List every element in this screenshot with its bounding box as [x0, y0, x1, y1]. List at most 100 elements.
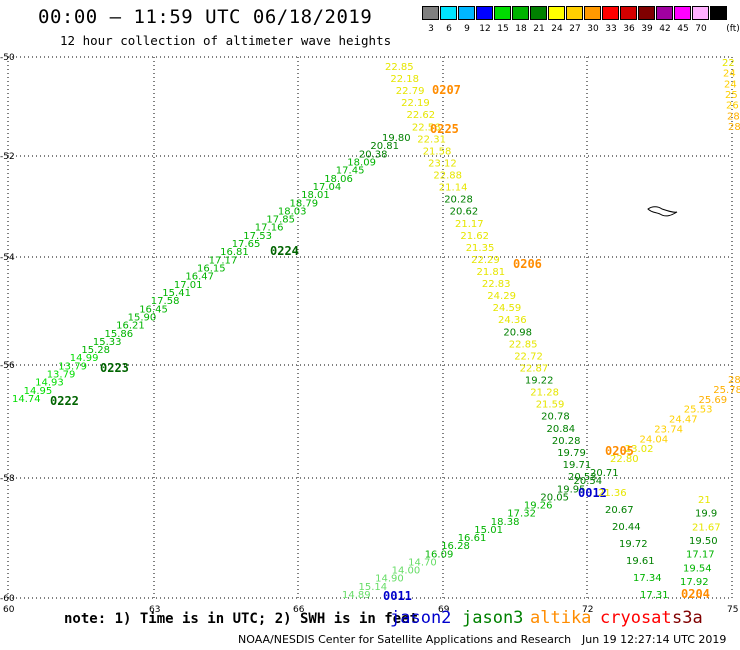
wave-height-value: 17.53	[243, 231, 272, 242]
wave-height-value: 14.89	[342, 590, 371, 601]
lon-label: 66	[293, 605, 305, 615]
scale-swatch	[692, 6, 709, 20]
wave-height-value: 22.79	[396, 86, 425, 97]
wave-height-value: 14.70	[408, 558, 437, 569]
wave-height-value: 28	[727, 111, 740, 122]
scale-swatch	[422, 6, 439, 20]
lat-label: -54	[0, 253, 15, 263]
wave-height-value: 25.69	[699, 395, 728, 406]
wave-height-value: 21.81	[477, 267, 506, 278]
scale-swatch	[584, 6, 601, 20]
wave-height-value: 24	[723, 69, 736, 80]
generated-timestamp: Jun 19 12:27:14 UTC 2019	[582, 633, 727, 646]
scale-label: 39	[641, 24, 653, 34]
wave-height-value: 16.47	[185, 272, 214, 283]
wave-height-value: 21.59	[536, 400, 565, 411]
lat-lon-grid	[7, 56, 733, 599]
satellite-legend-item: altika	[530, 608, 592, 628]
wave-height-value: 28	[728, 122, 740, 133]
scale-label: 15	[497, 24, 509, 34]
pass-time-label: 0207	[432, 83, 461, 97]
scale-swatch	[494, 6, 511, 20]
wave-height-value: 15.33	[93, 337, 122, 348]
wave-height-value: 16.09	[425, 549, 454, 560]
wave-height-value: 24.29	[487, 291, 516, 302]
scale-label: 24	[551, 24, 563, 34]
wave-height-value: 22.88	[433, 171, 462, 182]
satellite-legend-item: cryosat	[600, 608, 672, 628]
wave-height-value: 17.17	[686, 550, 715, 561]
pass-time-label: 0225	[430, 122, 459, 136]
wave-height-value: 16.61	[458, 533, 487, 544]
wave-height-value: 20.53	[568, 472, 597, 483]
lat-label: -58	[0, 474, 15, 484]
wave-height-value: 24.36	[498, 315, 527, 326]
wave-height-value: 20.98	[503, 327, 532, 338]
wave-height-value: 20.05	[540, 492, 569, 503]
wave-height-value: 15.86	[105, 329, 134, 340]
lat-label: -50	[0, 53, 15, 63]
scale-label: 30	[587, 24, 599, 34]
scale-label: 33	[605, 24, 617, 34]
wave-height-value: 22.62	[407, 110, 436, 121]
wave-height-value: 21.58	[423, 146, 452, 157]
lat-label: -52	[0, 152, 15, 162]
wave-height-value: 16.15	[197, 264, 226, 275]
island-outline	[647, 206, 678, 217]
wave-height-value: 17.92	[680, 577, 709, 588]
wave-height-value: 19.95	[557, 484, 586, 495]
wave-height-value: 22.19	[401, 98, 430, 109]
wave-height-value: 15.28	[81, 345, 110, 356]
scale-swatch	[512, 6, 529, 20]
wave-height-value: 17.85	[266, 215, 295, 226]
scale-label: 3	[428, 24, 434, 34]
scale-label: 6	[446, 24, 452, 34]
wave-height-value: 15.01	[474, 525, 503, 536]
scale-swatch	[548, 6, 565, 20]
scale-unit-label: (ft)	[726, 24, 740, 34]
wave-height-value: 19.22	[525, 376, 554, 387]
scale-label: 45	[677, 24, 689, 34]
units-note: note: 1) Time is in UTC; 2) SWH is in fe…	[64, 611, 419, 627]
scale-label: 21	[533, 24, 545, 34]
wave-height-value: 19.54	[683, 563, 712, 574]
wave-height-value: 19.80	[382, 133, 411, 144]
wave-height-value: 13.79	[47, 370, 76, 381]
scale-swatch	[674, 6, 691, 20]
wave-height-value: 17.34	[633, 573, 662, 584]
scale-swatch	[602, 6, 619, 20]
wave-height-value: 18.06	[324, 174, 353, 185]
satellite-legend-item: jason2	[390, 608, 452, 628]
wave-height-value: 18.38	[491, 517, 520, 528]
wave-height-value: 20.38	[359, 149, 388, 160]
scale-swatch	[440, 6, 457, 20]
wave-height-value: 21.67	[692, 522, 721, 533]
scale-label: 70	[695, 24, 707, 34]
wave-height-value: 23.02	[625, 444, 654, 455]
wave-height-value: 18.03	[278, 206, 307, 217]
wave-height-value: 21.14	[439, 183, 468, 194]
pass-time-label: 0206	[513, 257, 542, 271]
wave-height-value: 17.16	[255, 223, 284, 234]
scale-swatch	[530, 6, 547, 20]
satellite-legend-item: s3a	[672, 608, 703, 628]
wave-height-value: 14.74	[12, 394, 41, 405]
wave-height-value: 21.28	[530, 388, 559, 399]
pass-time-label: 0223	[100, 361, 129, 375]
wave-height-value: 22.80	[610, 454, 639, 465]
lat-label: -56	[0, 361, 15, 371]
wave-height-value: 22.29	[471, 255, 500, 266]
wave-height-value: 24.47	[669, 415, 698, 426]
wave-height-value: 14.00	[392, 566, 421, 577]
wave-height-value: 16.45	[139, 304, 168, 315]
credit-line: NOAA/NESDIS Center for Satellite Applica…	[238, 633, 572, 646]
wave-height-value: 17.04	[313, 182, 342, 193]
scale-label: 27	[569, 24, 581, 34]
lon-label: 63	[149, 605, 160, 615]
pass-time-label: 0222	[50, 394, 79, 408]
wave-height-value: 22	[722, 58, 735, 69]
wave-height-value: 15.41	[162, 288, 191, 299]
wave-height-value: 21.36	[598, 488, 627, 499]
wave-height-value: 14.93	[35, 378, 64, 389]
